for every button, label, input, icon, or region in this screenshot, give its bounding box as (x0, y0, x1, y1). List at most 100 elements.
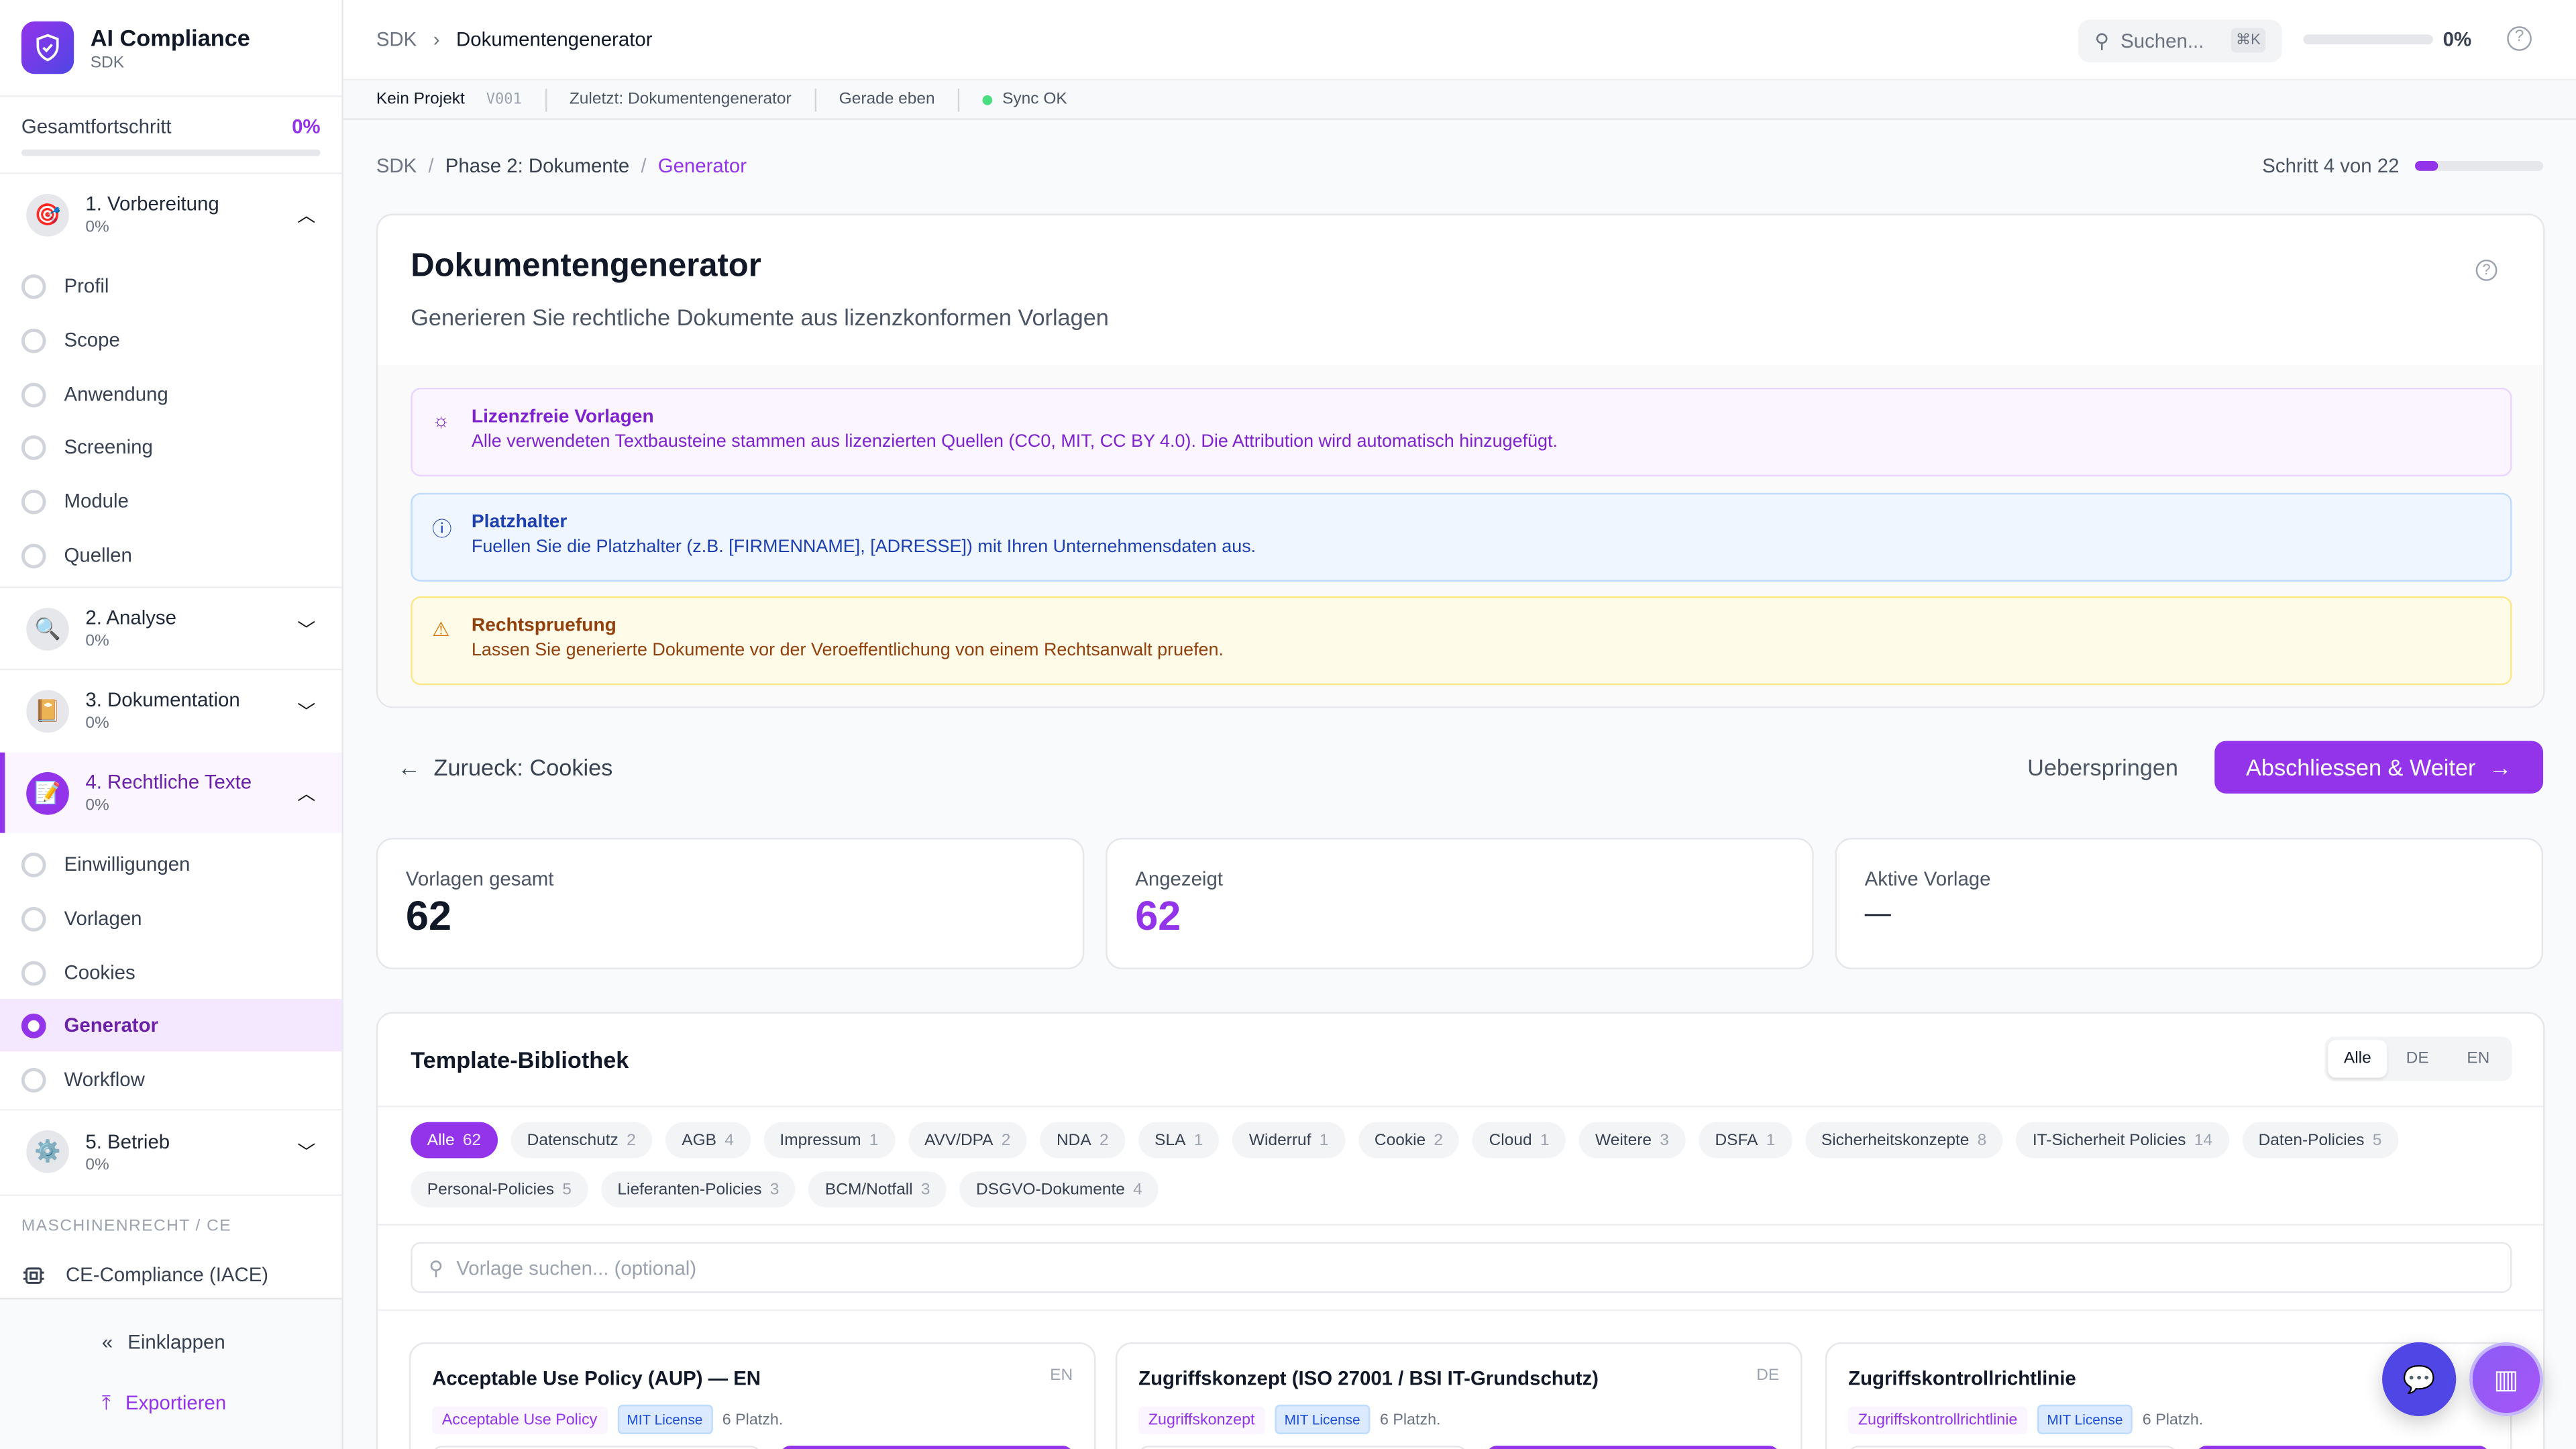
sidebar-item-module[interactable]: Module (0, 475, 341, 527)
overall-progress-label: Gesamtfortschritt (21, 115, 172, 138)
filter-chip[interactable]: Daten-Policies 5 (2242, 1122, 2398, 1159)
chip-count: 3 (920, 1180, 930, 1199)
item-label: CE-Compliance (IACE) (65, 1263, 269, 1287)
filter-chip[interactable]: Sicherheitskonzepte 8 (1805, 1122, 2003, 1159)
sidebar-item-generator[interactable]: Generator (0, 998, 342, 1052)
search-button[interactable]: ⚲ Suchen... ⌘K (2078, 19, 2282, 63)
filter-chip[interactable]: Lieferanten-Policies 3 (600, 1171, 796, 1208)
sidebar-group-vorbereitung[interactable]: 🎯 1. Vorbereitung 0% ︿ (0, 174, 341, 255)
filter-chip[interactable]: Datenschutz 2 (511, 1122, 653, 1159)
filter-chip[interactable]: Widerruf 1 (1232, 1122, 1345, 1159)
help-icon[interactable]: ? (2507, 26, 2532, 51)
columns-panel-button[interactable]: ▥ (2469, 1342, 2544, 1417)
crumb-root[interactable]: SDK (376, 28, 417, 51)
filter-chip[interactable]: Cookie 2 (1358, 1122, 1460, 1159)
chip-count: 62 (462, 1131, 482, 1150)
filter-chip[interactable]: SLA 1 (1138, 1122, 1220, 1159)
lang-de[interactable]: DE (2406, 1049, 2429, 1068)
filter-chip[interactable]: IT-Sicherheit Policies 14 (2016, 1122, 2229, 1159)
chevron-right-icon: › (433, 28, 440, 51)
export-label: Exportieren (125, 1391, 227, 1415)
chat-bubble-icon: 💬 (2402, 1366, 2436, 1394)
template-card[interactable]: Acceptable Use Policy (AUP) — EN EN Accept… (409, 1342, 1096, 1449)
project-name[interactable]: Kein Projekt (376, 90, 465, 109)
filter-chip[interactable]: BCM/Notfall 3 (808, 1171, 947, 1208)
skip-button[interactable]: Ueberspringen (2027, 754, 2178, 781)
placeholder-count: 6 Platzh. (2142, 1410, 2204, 1429)
collapse-button[interactable]: « Einklappen (102, 1331, 225, 1354)
top-header: SDK › Dokumentengenerator ⚲ Suchen... ⌘K… (343, 0, 2576, 81)
sidebar-item-screening[interactable]: Screening (0, 421, 341, 473)
sidebar-group-analyse[interactable]: 🔍 2. Analyse 0% ﹀ (0, 588, 341, 669)
filter-chip[interactable]: NDA 2 (1040, 1122, 1126, 1159)
preview-button[interactable] (1138, 1446, 1467, 1449)
filter-chip[interactable]: Cloud 1 (1472, 1122, 1566, 1159)
item-label: Anwendung (64, 382, 168, 406)
sidebar-item-vorlagen[interactable]: Vorlagen (0, 892, 341, 945)
filter-chip[interactable]: Weitere 3 (1578, 1122, 1686, 1159)
filter-chip[interactable]: AGB 4 (665, 1122, 751, 1159)
crumb-sdk[interactable]: SDK (376, 154, 417, 178)
alert-placeholder: ⓘ Platzhalter Fuellen Sie die Platzhalte… (411, 492, 2512, 582)
preview-button[interactable] (432, 1446, 761, 1449)
sidebar-group-betrieb[interactable]: ⚙️ 5. Betrieb 0% ﹀ (0, 1112, 341, 1191)
magnifier-icon: 🔍 (26, 606, 69, 650)
complete-next-button[interactable]: Abschliessen & Weiter → (2214, 741, 2544, 794)
preview-button[interactable] (1848, 1446, 2177, 1449)
chip-count: 1 (1319, 1131, 1329, 1150)
chat-button[interactable]: 💬 (2382, 1342, 2457, 1417)
filter-chip[interactable]: Alle 62 (411, 1122, 498, 1159)
status-bar: Kein Projekt V001 Zuletzt: Dokumentengen… (343, 80, 2576, 120)
chip-count: 4 (724, 1131, 734, 1150)
stat-value: 62 (1135, 894, 1181, 940)
stat-active: Aktive Vorlage — (1835, 837, 2544, 969)
help-icon[interactable]: ? (2475, 259, 2498, 281)
template-search-input[interactable]: ⚲ Vorlage suchen... (optional) (411, 1242, 2512, 1293)
sidebar-item-quellen[interactable]: Quellen (0, 529, 341, 582)
template-lang: DE (1756, 1366, 1780, 1385)
chip-count: 2 (1001, 1131, 1011, 1150)
chip-count: 1 (1193, 1131, 1203, 1150)
crumb-phase[interactable]: Phase 2: Dokumente (445, 154, 630, 178)
use-template-button[interactable] (1487, 1446, 1780, 1449)
filter-chip[interactable]: DSFA 1 (1698, 1122, 1792, 1159)
notebook-icon: 📔 (26, 689, 69, 733)
filter-chip[interactable]: AVV/DPA 2 (908, 1122, 1027, 1159)
chevron-up-icon: ︿ (297, 206, 316, 226)
chip-label: DSFA (1715, 1131, 1758, 1150)
use-template-button[interactable] (2196, 1446, 2489, 1449)
filter-chip[interactable]: Personal-Policies 5 (411, 1171, 588, 1208)
use-template-button[interactable] (780, 1446, 1073, 1449)
sidebar-item-cookies[interactable]: Cookies (0, 947, 341, 999)
gear-icon: ⚙️ (26, 1130, 69, 1173)
chip-count: 2 (627, 1131, 636, 1150)
sidebar-item-scope[interactable]: Scope (0, 314, 341, 366)
warning-triangle-icon: ⚠ (432, 617, 450, 641)
chevron-down-icon: ﹀ (297, 702, 316, 722)
crumb-generator: Generator (657, 154, 747, 178)
filter-chip[interactable]: DSGVO-Dokumente 4 (959, 1171, 1159, 1208)
chip-label: Datenschutz (527, 1131, 619, 1150)
sidebar-item-ce-compliance[interactable]: CE-Compliance (IACE) (0, 1248, 341, 1301)
item-label: Vorlagen (64, 906, 142, 930)
header-progress-value: 0% (2443, 28, 2472, 51)
stat-value: — (1864, 900, 1891, 928)
alert-text: Fuellen Sie die Platzhalter (z.B. [FIRME… (471, 537, 1256, 557)
lang-all[interactable]: Alle (2328, 1040, 2387, 1078)
search-placeholder: Vorlage suchen... (optional) (456, 1256, 697, 1279)
chip-label: Lieferanten-Policies (617, 1180, 762, 1199)
circle-icon (21, 543, 46, 568)
sidebar-group-rechtliche-texte[interactable]: 📝 4. Rechtliche Texte 0% ︿ (0, 752, 342, 833)
export-button[interactable]: ⤒ Exportieren (102, 1391, 226, 1416)
filter-chip[interactable]: Impressum 1 (763, 1122, 895, 1159)
sidebar-item-einwilligungen[interactable]: Einwilligungen (0, 838, 341, 890)
lang-en[interactable]: EN (2467, 1049, 2490, 1068)
sidebar-item-workflow[interactable]: Workflow (0, 1053, 341, 1106)
circle-icon (21, 434, 46, 460)
sidebar-item-anwendung[interactable]: Anwendung (0, 368, 341, 421)
sidebar-item-profil[interactable]: Profil (0, 260, 341, 312)
back-button[interactable]: ← Zurueck: Cookies (398, 754, 613, 780)
alert-title: Platzhalter (471, 513, 568, 533)
template-card[interactable]: Zugriffskonzept (ISO 27001 / BSI IT-Grun… (1115, 1342, 1803, 1449)
sidebar-group-dokumentation[interactable]: 📔 3. Dokumentation 0% ﹀ (0, 670, 341, 751)
